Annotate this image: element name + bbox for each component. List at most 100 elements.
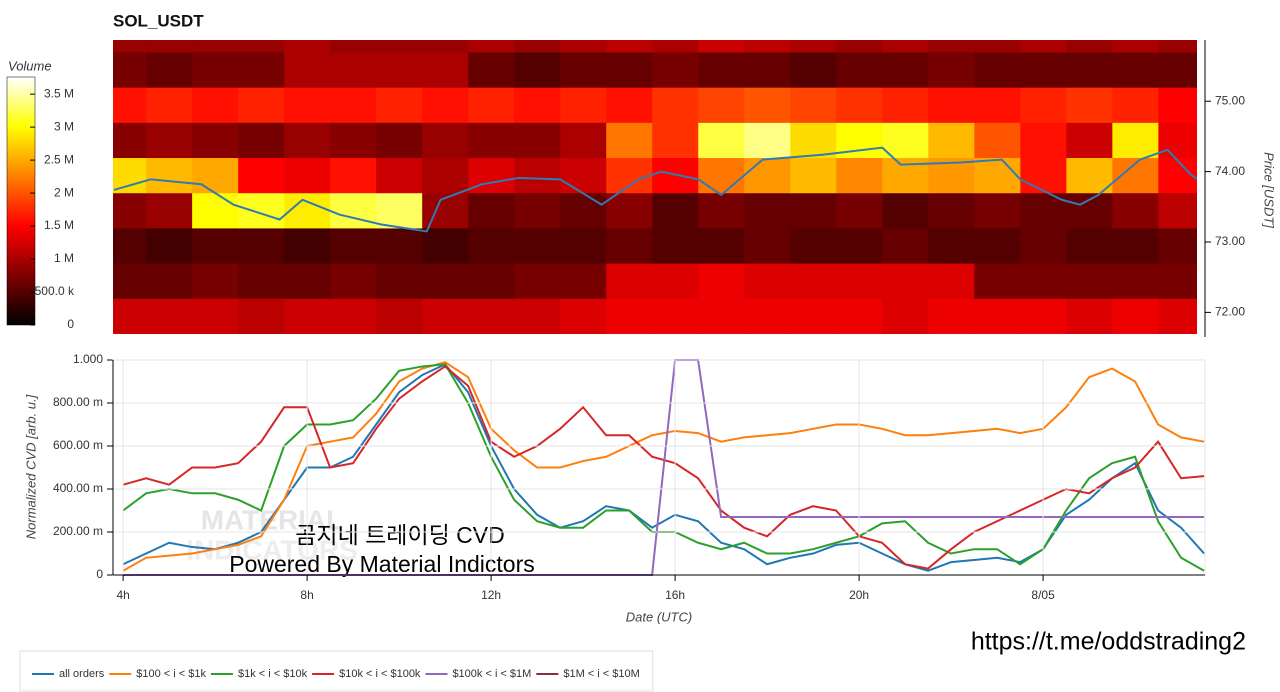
x-tick-label: 16h — [665, 588, 685, 602]
heat-cell — [192, 87, 239, 123]
heat-cell — [698, 298, 745, 334]
heat-cell — [284, 227, 331, 264]
heat-cell — [1158, 263, 1197, 299]
heat-cell — [192, 227, 239, 264]
heat-cell — [606, 122, 653, 159]
y2-tick-label: 74.00 — [1215, 164, 1245, 178]
heat-cell — [113, 192, 147, 229]
heat-cell — [1066, 263, 1113, 299]
heat-cell — [652, 51, 699, 88]
price-line — [113, 146, 1197, 233]
x-tick-label: 8h — [300, 588, 313, 602]
colorbar-label: Volume — [8, 58, 52, 73]
cvd-line — [122, 363, 1205, 572]
heat-cell — [560, 40, 607, 53]
heat-cell — [882, 122, 929, 159]
heat-cell — [744, 263, 791, 299]
heat-cell — [113, 227, 147, 264]
heat-cell — [560, 51, 607, 88]
heat-cell — [1112, 87, 1159, 123]
heat-cell — [560, 227, 607, 264]
colorbar-tick-label: 2.5 M — [44, 152, 74, 166]
heat-cell — [238, 298, 285, 334]
heat-cell — [836, 40, 883, 53]
heat-cell — [652, 192, 699, 229]
colorbar-tick-label: 3.5 M — [44, 86, 74, 100]
legend-label: $1k < i < $10k — [238, 668, 308, 680]
heat-cell — [744, 87, 791, 123]
heat-cell — [1020, 157, 1067, 194]
heat-cell — [744, 51, 791, 88]
heat-cell — [974, 87, 1021, 123]
heat-cell — [330, 40, 377, 53]
heat-cell — [606, 263, 653, 299]
heat-cell — [238, 227, 285, 264]
heat-cell — [928, 227, 975, 264]
y-tick-label: 1.000 — [73, 352, 103, 366]
heat-cell — [882, 40, 929, 53]
heat-cell — [514, 40, 561, 53]
heat-cell — [606, 87, 653, 123]
heat-cell — [652, 40, 699, 53]
heat-cell — [284, 87, 331, 123]
heat-cell — [974, 157, 1021, 194]
heat-cell — [330, 51, 377, 88]
x-tick-label: 20h — [849, 588, 869, 602]
heat-cell — [192, 298, 239, 334]
heat-cell — [146, 40, 193, 53]
heat-cell — [1066, 157, 1113, 194]
heat-cell — [113, 298, 147, 334]
heat-cell — [422, 298, 469, 334]
heat-cell — [192, 40, 239, 53]
heat-cell — [928, 192, 975, 229]
heat-cell — [422, 122, 469, 159]
heat-cell — [974, 227, 1021, 264]
heat-cell — [146, 192, 193, 229]
heat-cell — [606, 298, 653, 334]
heat-cell — [422, 157, 469, 194]
heat-cell — [560, 298, 607, 334]
heat-cell — [113, 51, 147, 88]
chart-title: SOL_USDT — [113, 11, 204, 30]
heat-cell — [238, 40, 285, 53]
heat-cell — [1020, 40, 1067, 53]
heat-cell — [284, 40, 331, 53]
heat-cell — [146, 157, 193, 194]
heat-cell — [514, 263, 561, 299]
heat-cell — [376, 51, 423, 88]
heat-cell — [1066, 227, 1113, 264]
y-tick-label: 400.00 m — [53, 481, 103, 495]
heat-cell — [514, 192, 561, 229]
heat-cell — [192, 192, 239, 229]
heat-cell — [113, 157, 147, 194]
heat-cell — [468, 87, 515, 123]
heat-cell — [376, 263, 423, 299]
heat-cell — [1112, 227, 1159, 264]
heat-cell — [284, 157, 331, 194]
legend-label: $10k < i < $100k — [339, 668, 421, 680]
heat-cell — [836, 227, 883, 264]
heat-cell — [238, 157, 285, 194]
heat-cell — [974, 122, 1021, 159]
heat-cell — [330, 263, 377, 299]
heat-cell — [974, 51, 1021, 88]
heat-cell — [882, 298, 929, 334]
heat-cell — [606, 40, 653, 53]
heat-cell — [1112, 192, 1159, 229]
heat-cell — [652, 227, 699, 264]
heat-cell — [146, 87, 193, 123]
heat-cell — [376, 157, 423, 194]
heat-cell — [468, 51, 515, 88]
heat-cell — [284, 298, 331, 334]
x-tick-label: 4h — [116, 588, 129, 602]
heat-cell — [468, 40, 515, 53]
heat-cell — [974, 263, 1021, 299]
heatmap — [113, 40, 1197, 334]
heat-cell — [790, 298, 837, 334]
heat-cell — [882, 192, 929, 229]
heat-cell — [146, 263, 193, 299]
heat-cell — [284, 51, 331, 88]
heat-cell — [744, 227, 791, 264]
link[interactable]: https://t.me/oddstrading2 — [971, 628, 1246, 656]
heat-cell — [1066, 192, 1113, 229]
